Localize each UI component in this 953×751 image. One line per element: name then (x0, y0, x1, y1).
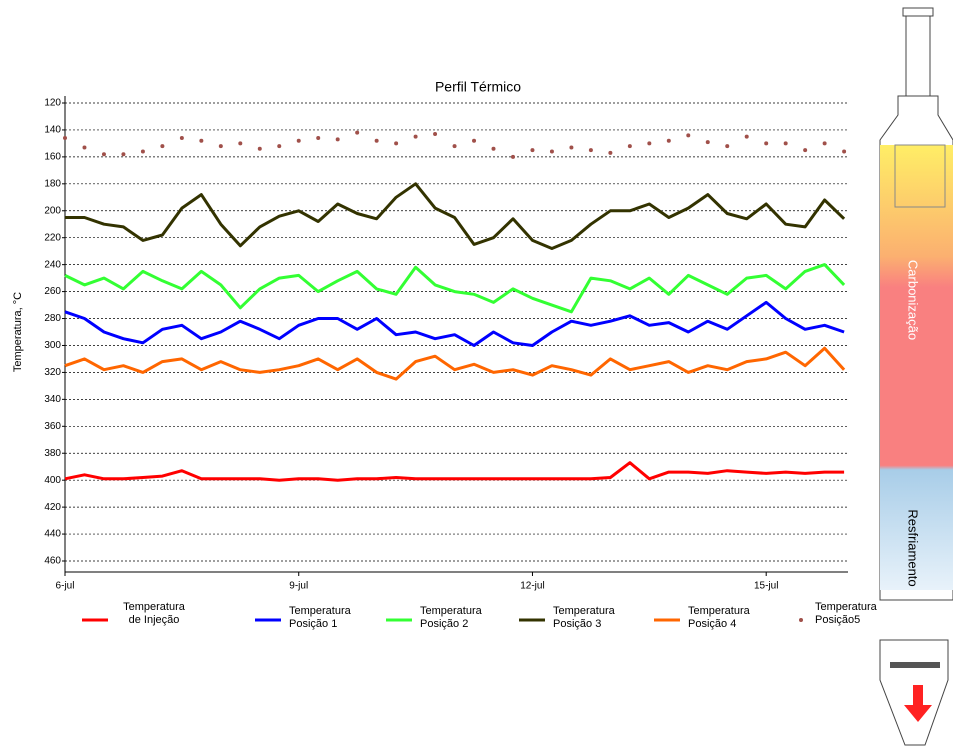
reactor-chimney (906, 16, 930, 96)
data-point (316, 136, 320, 140)
page: Carbonização Resfriamento Perfil Térmico… (0, 0, 953, 751)
x-tick-label: 9-jul (289, 581, 308, 592)
y-tick-label: 280 (44, 313, 61, 324)
series-line (65, 302, 844, 345)
chart: Carbonização Resfriamento Perfil Térmico… (0, 0, 953, 751)
data-point (453, 144, 457, 148)
chart-title: Perfil Térmico (435, 79, 521, 95)
y-tick-label: 460 (44, 556, 61, 567)
data-point (297, 139, 301, 143)
data-point (180, 136, 184, 140)
zone-label: Carbonização (906, 260, 921, 340)
reactor-cap (903, 8, 933, 16)
data-point (63, 136, 67, 140)
series-line (65, 265, 844, 312)
data-point (414, 135, 418, 139)
data-point (238, 141, 242, 145)
x-tick-label: 12-jul (520, 581, 544, 592)
data-point (764, 141, 768, 145)
series-line (65, 348, 844, 379)
data-point (433, 132, 437, 136)
y-tick-label: 260 (44, 286, 61, 297)
data-point (336, 137, 340, 141)
data-point (550, 149, 554, 153)
y-tick-label: 340 (44, 394, 61, 405)
data-point (803, 148, 807, 152)
data-point (492, 147, 496, 151)
data-point (725, 144, 729, 148)
legend-label: Temperatura Posição 4 (688, 605, 768, 631)
x-tick-label: 6-jul (56, 581, 75, 592)
data-point (472, 139, 476, 143)
data-point (569, 145, 573, 149)
data-point (745, 135, 749, 139)
zone-label: Resfriamento (906, 509, 921, 586)
reactor-grate (890, 662, 940, 668)
legend-label: Temperatura Posição 2 (420, 605, 500, 631)
y-tick-label: 300 (44, 340, 61, 351)
data-point (842, 149, 846, 153)
y-tick-label: 160 (44, 152, 61, 163)
y-tick-label: 380 (44, 448, 61, 459)
data-point (102, 152, 106, 156)
data-point (608, 151, 612, 155)
reactor-diagram: Carbonização Resfriamento (880, 8, 953, 745)
data-point (823, 141, 827, 145)
data-point (199, 139, 203, 143)
data-point (784, 141, 788, 145)
data-point (160, 144, 164, 148)
y-tick-label: 240 (44, 259, 61, 270)
data-point (375, 139, 379, 143)
data-point (589, 148, 593, 152)
legend-swatch (799, 618, 803, 622)
legend-label: Temperatura Posição 1 (289, 605, 369, 631)
data-point (355, 131, 359, 135)
y-tick-label: 440 (44, 529, 61, 540)
data-point (394, 141, 398, 145)
y-tick-label: 200 (44, 205, 61, 216)
series-line (65, 184, 844, 249)
data-point (686, 133, 690, 137)
series-line (65, 463, 844, 481)
data-point (511, 155, 515, 159)
legend-label: Temperatura Posição 3 (553, 605, 633, 631)
legend-label: Temperatura de Injeção (116, 601, 192, 627)
y-tick-label: 140 (44, 125, 61, 136)
y-tick-label: 360 (44, 421, 61, 432)
data-point (706, 140, 710, 144)
data-point (667, 139, 671, 143)
y-tick-label: 400 (44, 475, 61, 486)
y-axis-label: Temperatura, °C (12, 292, 24, 372)
legend-label: Temperatura Posição5 (815, 601, 893, 627)
data-point (141, 149, 145, 153)
data-point (258, 147, 262, 151)
y-tick-label: 220 (44, 232, 61, 243)
data-point (277, 144, 281, 148)
y-tick-label: 420 (44, 502, 61, 513)
data-point (219, 144, 223, 148)
y-tick-label: 120 (44, 98, 61, 109)
data-point (530, 148, 534, 152)
data-point (647, 141, 651, 145)
y-tick-label: 320 (44, 367, 61, 378)
data-point (628, 144, 632, 148)
data-point (121, 152, 125, 156)
y-tick-label: 180 (44, 178, 61, 189)
x-tick-label: 15-jul (754, 581, 778, 592)
data-point (82, 145, 86, 149)
